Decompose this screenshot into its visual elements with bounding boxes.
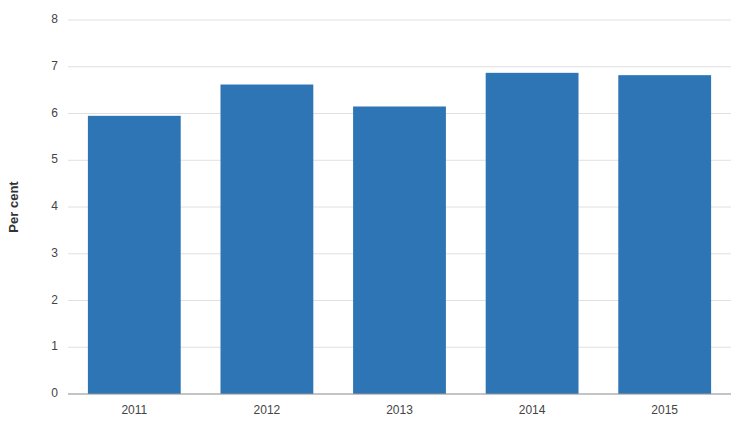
- page: {"chart_data": {"type": "bar", "categori…: [0, 0, 751, 438]
- y-tick-label: 6: [51, 106, 58, 120]
- x-tick-label: 2012: [254, 403, 281, 417]
- grid-line: [68, 66, 731, 67]
- y-tick-label: 7: [51, 59, 58, 73]
- x-tick-label: 2014: [519, 403, 546, 417]
- y-tick-label: 2: [51, 293, 58, 307]
- bar: [88, 116, 181, 394]
- x-tick-label: 2013: [386, 403, 413, 417]
- grid-line: [68, 20, 731, 21]
- grid-line: [68, 394, 731, 395]
- bar: [486, 73, 579, 394]
- x-axis-line: [68, 394, 731, 395]
- grid: [68, 20, 731, 394]
- bar: [220, 85, 313, 394]
- bars: [88, 73, 711, 394]
- y-tick-label: 8: [51, 12, 58, 26]
- x-tick-label: 2011: [121, 403, 147, 417]
- x-axis: 2011 2012 2013 2014 2015: [68, 394, 731, 417]
- y-tick-label: 1: [51, 339, 58, 353]
- y-tick-label: 3: [51, 246, 58, 260]
- bar: [353, 106, 446, 394]
- bar: [618, 75, 711, 394]
- y-tick-label: 5: [51, 152, 58, 166]
- chart: 0 1 2 3 4 5 6 7 8 2011 2012 2013 2014 2015 Per cent: [0, 0, 751, 438]
- y-tick-label: 0: [51, 386, 58, 400]
- y-axis: 0 1 2 3 4 5 6 7 8: [51, 12, 58, 400]
- y-axis-title: Per cent: [6, 181, 21, 233]
- y-tick-label: 4: [51, 199, 58, 213]
- chart-container: 0 1 2 3 4 5 6 7 8 2011 2012 2013 2014 2015 Per cent: [0, 0, 751, 438]
- x-tick-label: 2015: [651, 403, 678, 417]
